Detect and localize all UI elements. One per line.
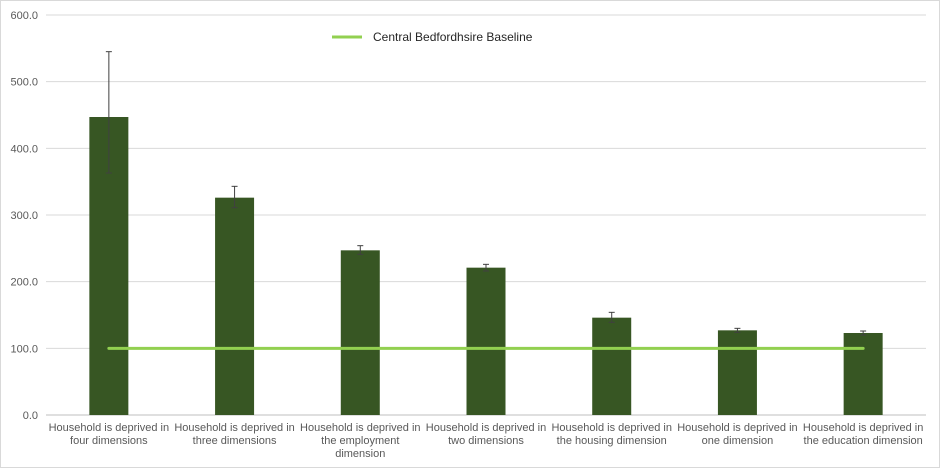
x-tick-label: Household is deprived in two dimensions <box>426 422 546 447</box>
x-axis-labels: Household is deprived in four dimensionsH… <box>49 422 924 460</box>
y-tick-label: 100.0 <box>10 343 38 355</box>
legend: Central Bedfordhsire Baseline <box>332 30 533 44</box>
x-tick-label: Household is deprived in one dimension <box>677 422 797 447</box>
bar <box>592 317 632 415</box>
bar <box>843 333 883 415</box>
bar <box>466 267 506 415</box>
y-axis: 0.0 100.0 200.0 300.0 400.0 500.0 600.0 <box>10 10 38 422</box>
legend-label: Central Bedfordhsire Baseline <box>373 30 533 44</box>
bar <box>717 330 757 415</box>
y-tick-label: 200.0 <box>10 277 38 289</box>
y-tick-label: 400.0 <box>10 143 38 155</box>
error-bars <box>105 51 867 336</box>
bars <box>89 117 883 415</box>
y-tick-label: 300.0 <box>10 210 38 222</box>
x-tick-label: Household is deprived in the housing dime… <box>551 422 671 447</box>
bar <box>340 250 380 415</box>
y-tick-label: 500.0 <box>10 77 38 89</box>
y-tick-label: 0.0 <box>23 410 38 422</box>
x-tick-label: Household is deprived in the education di… <box>803 422 923 447</box>
x-tick-label: Household is deprived in four dimensions <box>49 422 169 447</box>
bar <box>215 197 255 415</box>
y-tick-label: 600.0 <box>10 10 38 22</box>
x-tick-label: Household is deprived in three dimensions <box>174 422 294 447</box>
x-tick-label: Household is deprived in the employment di… <box>300 422 420 460</box>
